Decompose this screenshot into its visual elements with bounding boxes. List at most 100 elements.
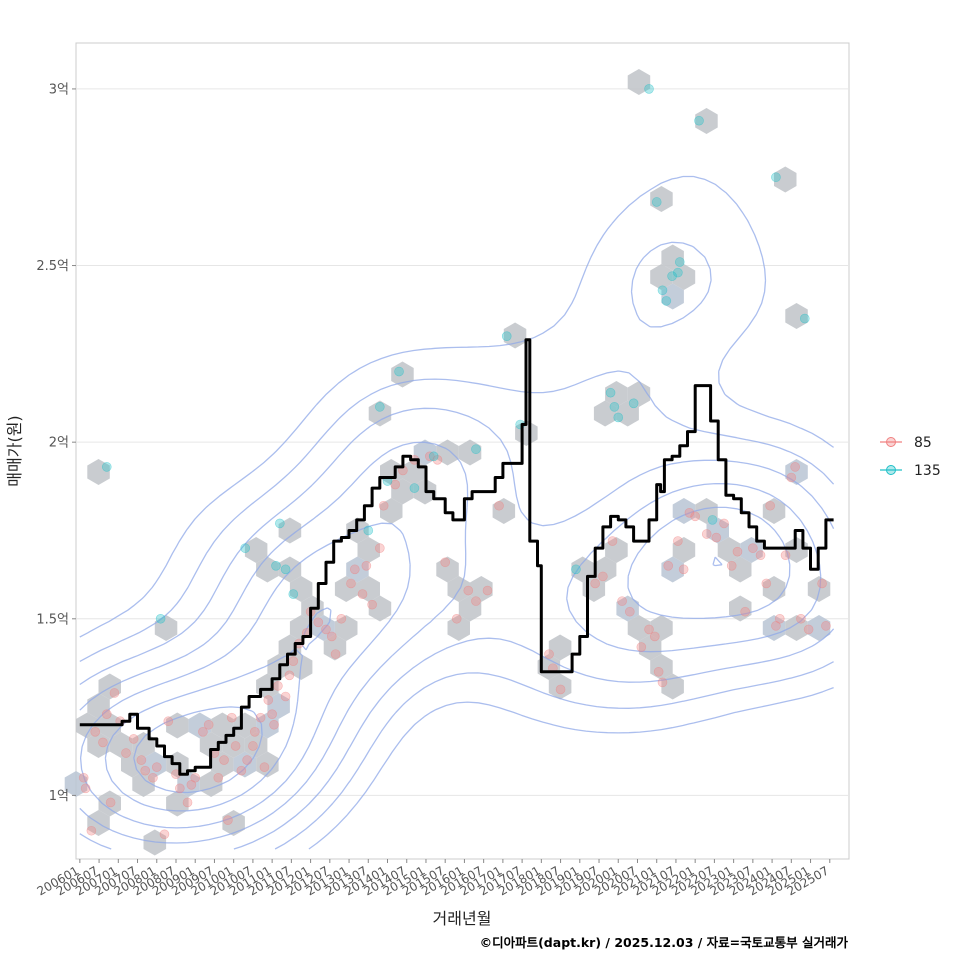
hexbin-75 xyxy=(740,537,763,563)
point-135-6 xyxy=(275,518,285,529)
point-135-31 xyxy=(799,313,810,324)
point-85-55 xyxy=(367,599,377,610)
point-135-2 xyxy=(240,543,251,553)
point-85-80 xyxy=(653,666,664,677)
hexbin-53 xyxy=(458,595,482,622)
hexbin-109 xyxy=(661,244,684,271)
contour-level-1 xyxy=(79,241,835,850)
point-85-104 xyxy=(817,578,827,589)
point-85-38 xyxy=(269,719,279,730)
hexbin-12 xyxy=(132,771,155,797)
hexbin-23 xyxy=(211,712,234,739)
point-85-49 xyxy=(330,649,341,659)
point-85-23 xyxy=(203,719,214,730)
point-135-10 xyxy=(394,366,404,377)
legend-marker-135 xyxy=(886,465,896,475)
point-135-5 xyxy=(288,589,299,599)
point-85-74 xyxy=(607,536,618,546)
point-135-12 xyxy=(428,451,439,462)
point-85-32 xyxy=(248,741,258,751)
hexbin-105 xyxy=(650,186,673,212)
legend-marker-85 xyxy=(886,437,896,447)
point-85-67 xyxy=(482,585,493,596)
point-85-95 xyxy=(761,578,772,589)
point-85-7 xyxy=(109,688,120,698)
point-85-25 xyxy=(213,772,224,783)
hexbin-50 xyxy=(436,556,459,583)
hexbin-108 xyxy=(672,264,696,290)
point-85-85 xyxy=(684,508,695,518)
hexbin-68 xyxy=(661,556,684,583)
hexbin-11 xyxy=(143,751,167,778)
hexbin-60 xyxy=(593,556,617,583)
point-135-16 xyxy=(571,564,581,575)
point-85-11 xyxy=(136,755,147,765)
legend: 85 135 xyxy=(880,435,941,479)
point-85-2 xyxy=(86,825,97,836)
hexbin-86 xyxy=(244,537,268,563)
hexbin-111 xyxy=(695,498,718,524)
hexbin-89 xyxy=(289,576,313,602)
point-85-99 xyxy=(780,550,791,561)
point-85-10 xyxy=(128,734,139,744)
hexbin-77 xyxy=(762,498,786,524)
point-135-13 xyxy=(471,444,481,455)
point-85-51 xyxy=(346,578,356,589)
hexbin-40 xyxy=(334,576,358,602)
point-85-1 xyxy=(80,783,91,794)
point-85-29 xyxy=(230,741,241,751)
point-85-27 xyxy=(223,815,233,825)
point-135-29 xyxy=(707,515,718,525)
point-85-63 xyxy=(440,557,450,568)
hexbin-3 xyxy=(87,732,110,758)
point-85-86 xyxy=(690,511,700,522)
point-85-40 xyxy=(280,691,291,702)
point-85-46 xyxy=(313,617,324,628)
point-85-100 xyxy=(786,472,797,483)
hexbin-6 xyxy=(98,673,121,700)
point-85-65 xyxy=(463,585,474,596)
point-85-72 xyxy=(590,578,600,589)
y-tick-label-2: 2억 xyxy=(49,436,69,451)
point-85-35 xyxy=(259,762,270,772)
point-85-5 xyxy=(101,709,112,719)
hexbin-101 xyxy=(593,400,617,427)
point-85-101 xyxy=(790,462,800,472)
point-135-19 xyxy=(613,412,624,423)
point-135-0 xyxy=(101,462,112,472)
point-85-87 xyxy=(701,529,712,539)
hexbin-72 xyxy=(729,556,752,583)
point-135-1 xyxy=(155,613,166,624)
point-85-84 xyxy=(678,564,689,575)
hexbin-19 xyxy=(199,732,223,758)
hexbin-78 xyxy=(762,615,786,641)
point-85-18 xyxy=(175,783,185,794)
point-85-16 xyxy=(163,716,174,727)
hexbin-24 xyxy=(222,732,245,758)
point-85-21 xyxy=(190,772,201,783)
hexbin-85 xyxy=(154,615,178,641)
hexbin-8 xyxy=(109,732,133,758)
hexbin-96 xyxy=(458,439,482,466)
point-85-78 xyxy=(644,624,654,635)
hexbin-39 xyxy=(334,615,358,641)
point-85-82 xyxy=(663,561,674,571)
point-85-13 xyxy=(148,772,158,783)
point-85-76 xyxy=(624,606,635,617)
hexbin-16 xyxy=(177,771,200,797)
y-tick-label-0: 1억 xyxy=(49,789,69,804)
point-85-64 xyxy=(451,613,462,624)
hexbin-5 xyxy=(98,790,121,817)
point-85-30 xyxy=(236,765,247,776)
legend-label-85: 85 xyxy=(914,435,932,451)
hexbin-35 xyxy=(289,615,313,641)
point-85-81 xyxy=(657,677,668,688)
y-tick-label-1: 1.5억 xyxy=(36,612,69,627)
hexbin-100 xyxy=(605,381,628,407)
point-85-54 xyxy=(361,561,372,571)
hexbin-layer xyxy=(64,69,831,856)
point-85-41 xyxy=(284,670,295,681)
point-135-14 xyxy=(501,331,512,341)
hexbin-43 xyxy=(368,595,392,622)
